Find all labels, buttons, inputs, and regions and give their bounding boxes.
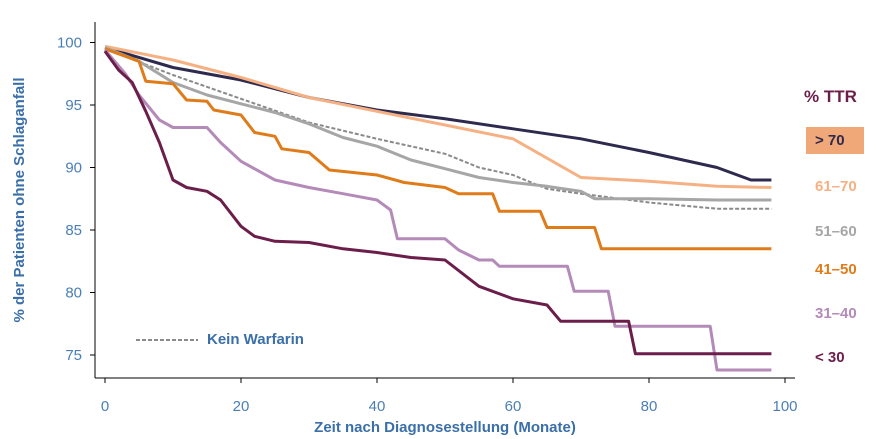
series-line-2 [104, 46, 772, 202]
x-tick-label: 100 [772, 398, 797, 415]
x-tick-label: 80 [641, 398, 658, 415]
axes [94, 22, 795, 379]
legend-label: 51–60 [815, 223, 857, 240]
legend-label: 31–40 [815, 305, 857, 322]
legend-title: % TTR [804, 87, 857, 106]
x-tick-label: 60 [505, 398, 522, 415]
no-warfarin-annotation: Kein Warfarin [136, 331, 304, 348]
legend-label: 41–50 [815, 261, 857, 278]
legend: % TTR > 70 61–70 51–60 41–50 31–40 < 30 [804, 87, 864, 366]
series-line-3 [104, 47, 772, 251]
series-line-5 [103, 50, 772, 356]
y-tick-label: 75 [65, 347, 82, 364]
x-tick-label: 20 [233, 398, 250, 415]
series-line-4 [103, 49, 772, 372]
series-line-0 [104, 46, 772, 182]
legend-highlight-box [806, 127, 864, 154]
y-tick-label: 90 [65, 160, 82, 177]
x-tick-label: 0 [101, 398, 109, 415]
x-ticks: 0 20 40 60 80 100 [101, 378, 798, 415]
legend-label: > 70 [815, 132, 845, 149]
y-axis-title: % der Patienten ohne Schlaganfall [11, 77, 28, 322]
y-tick-label: 85 [65, 222, 82, 239]
series-line-1 [104, 44, 772, 189]
no-warfarin-label: Kein Warfarin [207, 331, 304, 348]
series-line-6 [104, 47, 772, 210]
legend-label: < 30 [815, 349, 845, 366]
y-tick-label: 100 [57, 35, 82, 52]
x-axis-title: Zeit nach Diagnosestellung (Monate) [314, 419, 576, 436]
x-tick-label: 40 [369, 398, 386, 415]
y-ticks: 75 80 85 90 95 100 [57, 35, 95, 364]
y-tick-label: 95 [65, 97, 82, 114]
series-layer [103, 44, 772, 372]
legend-label: 61–70 [815, 178, 857, 195]
y-tick-label: 80 [65, 285, 82, 302]
